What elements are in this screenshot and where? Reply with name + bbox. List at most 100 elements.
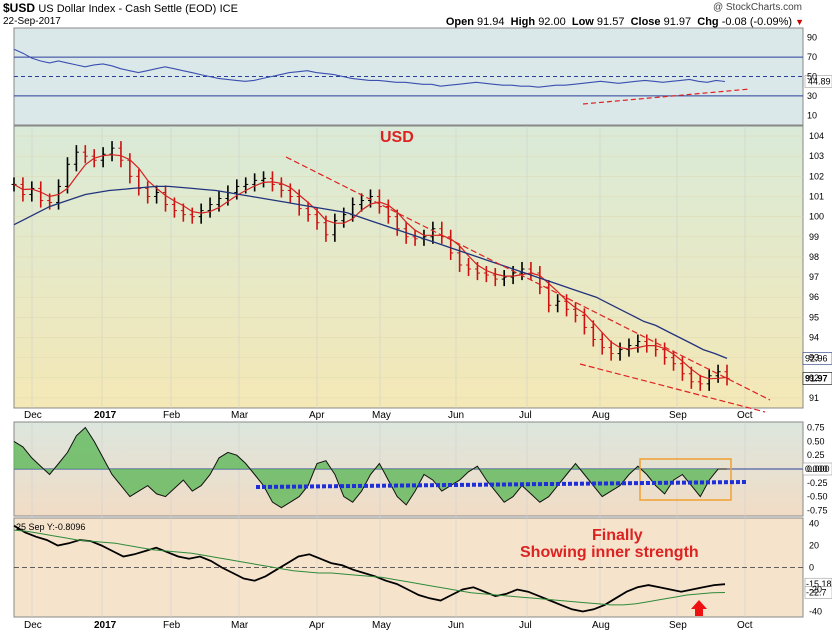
chg-value: -0.08 (-0.09%) — [721, 16, 793, 28]
x-tick-label: Feb — [163, 620, 181, 631]
rsi-tick-label: 30 — [807, 91, 817, 101]
x-tick-label: Mar — [231, 410, 249, 421]
price-panel — [13, 125, 804, 409]
high-value: 92.00 — [538, 16, 566, 28]
x-tick-label: Aug — [592, 620, 610, 631]
cmf-tick-label: 0.75 — [807, 423, 825, 433]
price-chart: 92.96 91.97 — [11, 141, 832, 413]
low-value: 91.57 — [596, 16, 625, 28]
cmf-last-label: 0.000 — [805, 464, 828, 474]
symbol: $USD — [3, 1, 36, 15]
price-tick-label: 99 — [809, 232, 819, 242]
price-tick-label: 104 — [809, 131, 824, 141]
cmf-tick-label: 0.000 — [807, 464, 830, 474]
close-last-label: 91.97 — [805, 373, 828, 383]
x-tick-label: Oct — [737, 410, 753, 421]
rsi-last-box — [804, 75, 832, 88]
osc-tick-label: -20 — [809, 585, 822, 595]
copyright: @ StockCharts.com — [712, 2, 802, 13]
cmf-support-line — [255, 480, 747, 489]
cmf-last-box — [802, 462, 832, 476]
cmf-tick-label: -0.75 — [807, 505, 828, 515]
rsi-tick-label: 50 — [807, 72, 817, 82]
ohlc-readout: Open 91.94 High 92.00 Low 91.57 Close 91… — [446, 16, 804, 28]
finally-annotation: Finally — [592, 527, 643, 544]
price-tick-label: 97 — [809, 272, 819, 282]
price-ma50 — [13, 185, 728, 360]
osc-tick-label: -40 — [809, 607, 822, 617]
osc-signal-line — [13, 529, 726, 606]
cmf-line — [13, 426, 727, 509]
open-label: Open — [445, 16, 474, 28]
usd-annotation: USD — [380, 129, 414, 146]
x-tick-label: Jul — [519, 410, 532, 421]
x-tick-label: Jul — [519, 620, 532, 631]
x-tick-label: 2017 — [94, 620, 117, 631]
rsi-line — [13, 48, 726, 88]
chart-date: 22-Sep-2017 — [3, 16, 61, 27]
close-last-box — [802, 372, 832, 385]
cmf-tick-label: 0.25 — [807, 450, 825, 460]
price-tick-label: 102 — [809, 171, 824, 181]
open-value: 91.94 — [477, 16, 505, 28]
price-tick-label: 101 — [809, 192, 824, 202]
price-tick-label: 92 — [809, 373, 819, 383]
x-tick-label: Jun — [448, 410, 464, 421]
osc-tick-label: 40 — [809, 519, 819, 529]
up-arrow-icon — [691, 600, 707, 616]
osc-last-label: -15.18 — [806, 579, 832, 589]
x-tick-label: Oct — [737, 620, 753, 631]
x-tick-label: Dec — [24, 620, 42, 631]
rsi-last-label: 44.89 — [808, 76, 831, 86]
price-tick-label: 95 — [809, 312, 819, 322]
price-tick-label: 93 — [809, 353, 819, 363]
price-tick-label: 94 — [809, 333, 819, 343]
cmf-tick-label: -0.50 — [807, 492, 828, 502]
rsi-tick-label: 70 — [807, 52, 817, 62]
instrument-name: US Dollar Index - Cash Settle (EOD) — [38, 3, 217, 15]
rsi-indicator: 44.89 — [13, 48, 832, 105]
cmf-indicator: 0.000 — [13, 426, 832, 509]
inner-strength-annotation: Showing inner strength — [520, 544, 699, 561]
close-value: 91.97 — [663, 16, 692, 28]
high-label: High — [510, 16, 536, 28]
price-tick-label: 96 — [809, 292, 819, 302]
oscillator-indicator: -15.18-22.7 — [13, 524, 832, 613]
price-tick-label: 103 — [809, 151, 824, 161]
price-tick-label: 98 — [809, 252, 819, 262]
osc-tick-label: 0 — [809, 563, 814, 573]
cmf-area — [14, 427, 727, 508]
rsi-tick-label: 90 — [807, 33, 817, 43]
x-tick-label: Mar — [231, 620, 249, 631]
chg-label: Chg — [697, 16, 719, 28]
close-label: Close — [630, 16, 661, 28]
down-arrow-icon: ▼ — [795, 17, 804, 27]
x-tick-label: Aug — [592, 410, 610, 421]
x-tick-label: May — [372, 410, 391, 421]
x-tick-label: Dec — [24, 410, 42, 421]
cmf-tick-label: -0.25 — [807, 478, 828, 488]
osc-line — [13, 524, 726, 613]
price-tick-label: 91 — [809, 393, 819, 403]
osc-tick-label: 20 — [809, 541, 819, 551]
exchange: ICE — [219, 3, 238, 15]
price-short-ma — [13, 154, 728, 380]
cmf-highlight-box — [639, 458, 732, 501]
symbol-title: $USD US Dollar Index - Cash Settle (EOD)… — [3, 1, 238, 15]
x-tick-label: May — [372, 620, 391, 631]
ma-last-label: 92.96 — [805, 353, 828, 363]
x-tick-label: Jun — [448, 620, 464, 631]
x-tick-label: 2017 — [94, 410, 117, 421]
osc-last-label: -22.7 — [806, 587, 827, 597]
x-tick-label: Apr — [309, 620, 325, 631]
x-tick-label: Sep — [669, 410, 687, 421]
price-tick-label: 100 — [809, 212, 824, 222]
rsi-trendline — [582, 88, 751, 105]
low-label: Low — [571, 16, 594, 28]
cmf-tick-label: 0.50 — [807, 436, 825, 446]
rsi-tick-label: 10 — [807, 110, 817, 120]
x-tick-label: Apr — [309, 410, 325, 421]
osc-last-box — [804, 586, 832, 599]
ma-last-box — [802, 352, 832, 365]
